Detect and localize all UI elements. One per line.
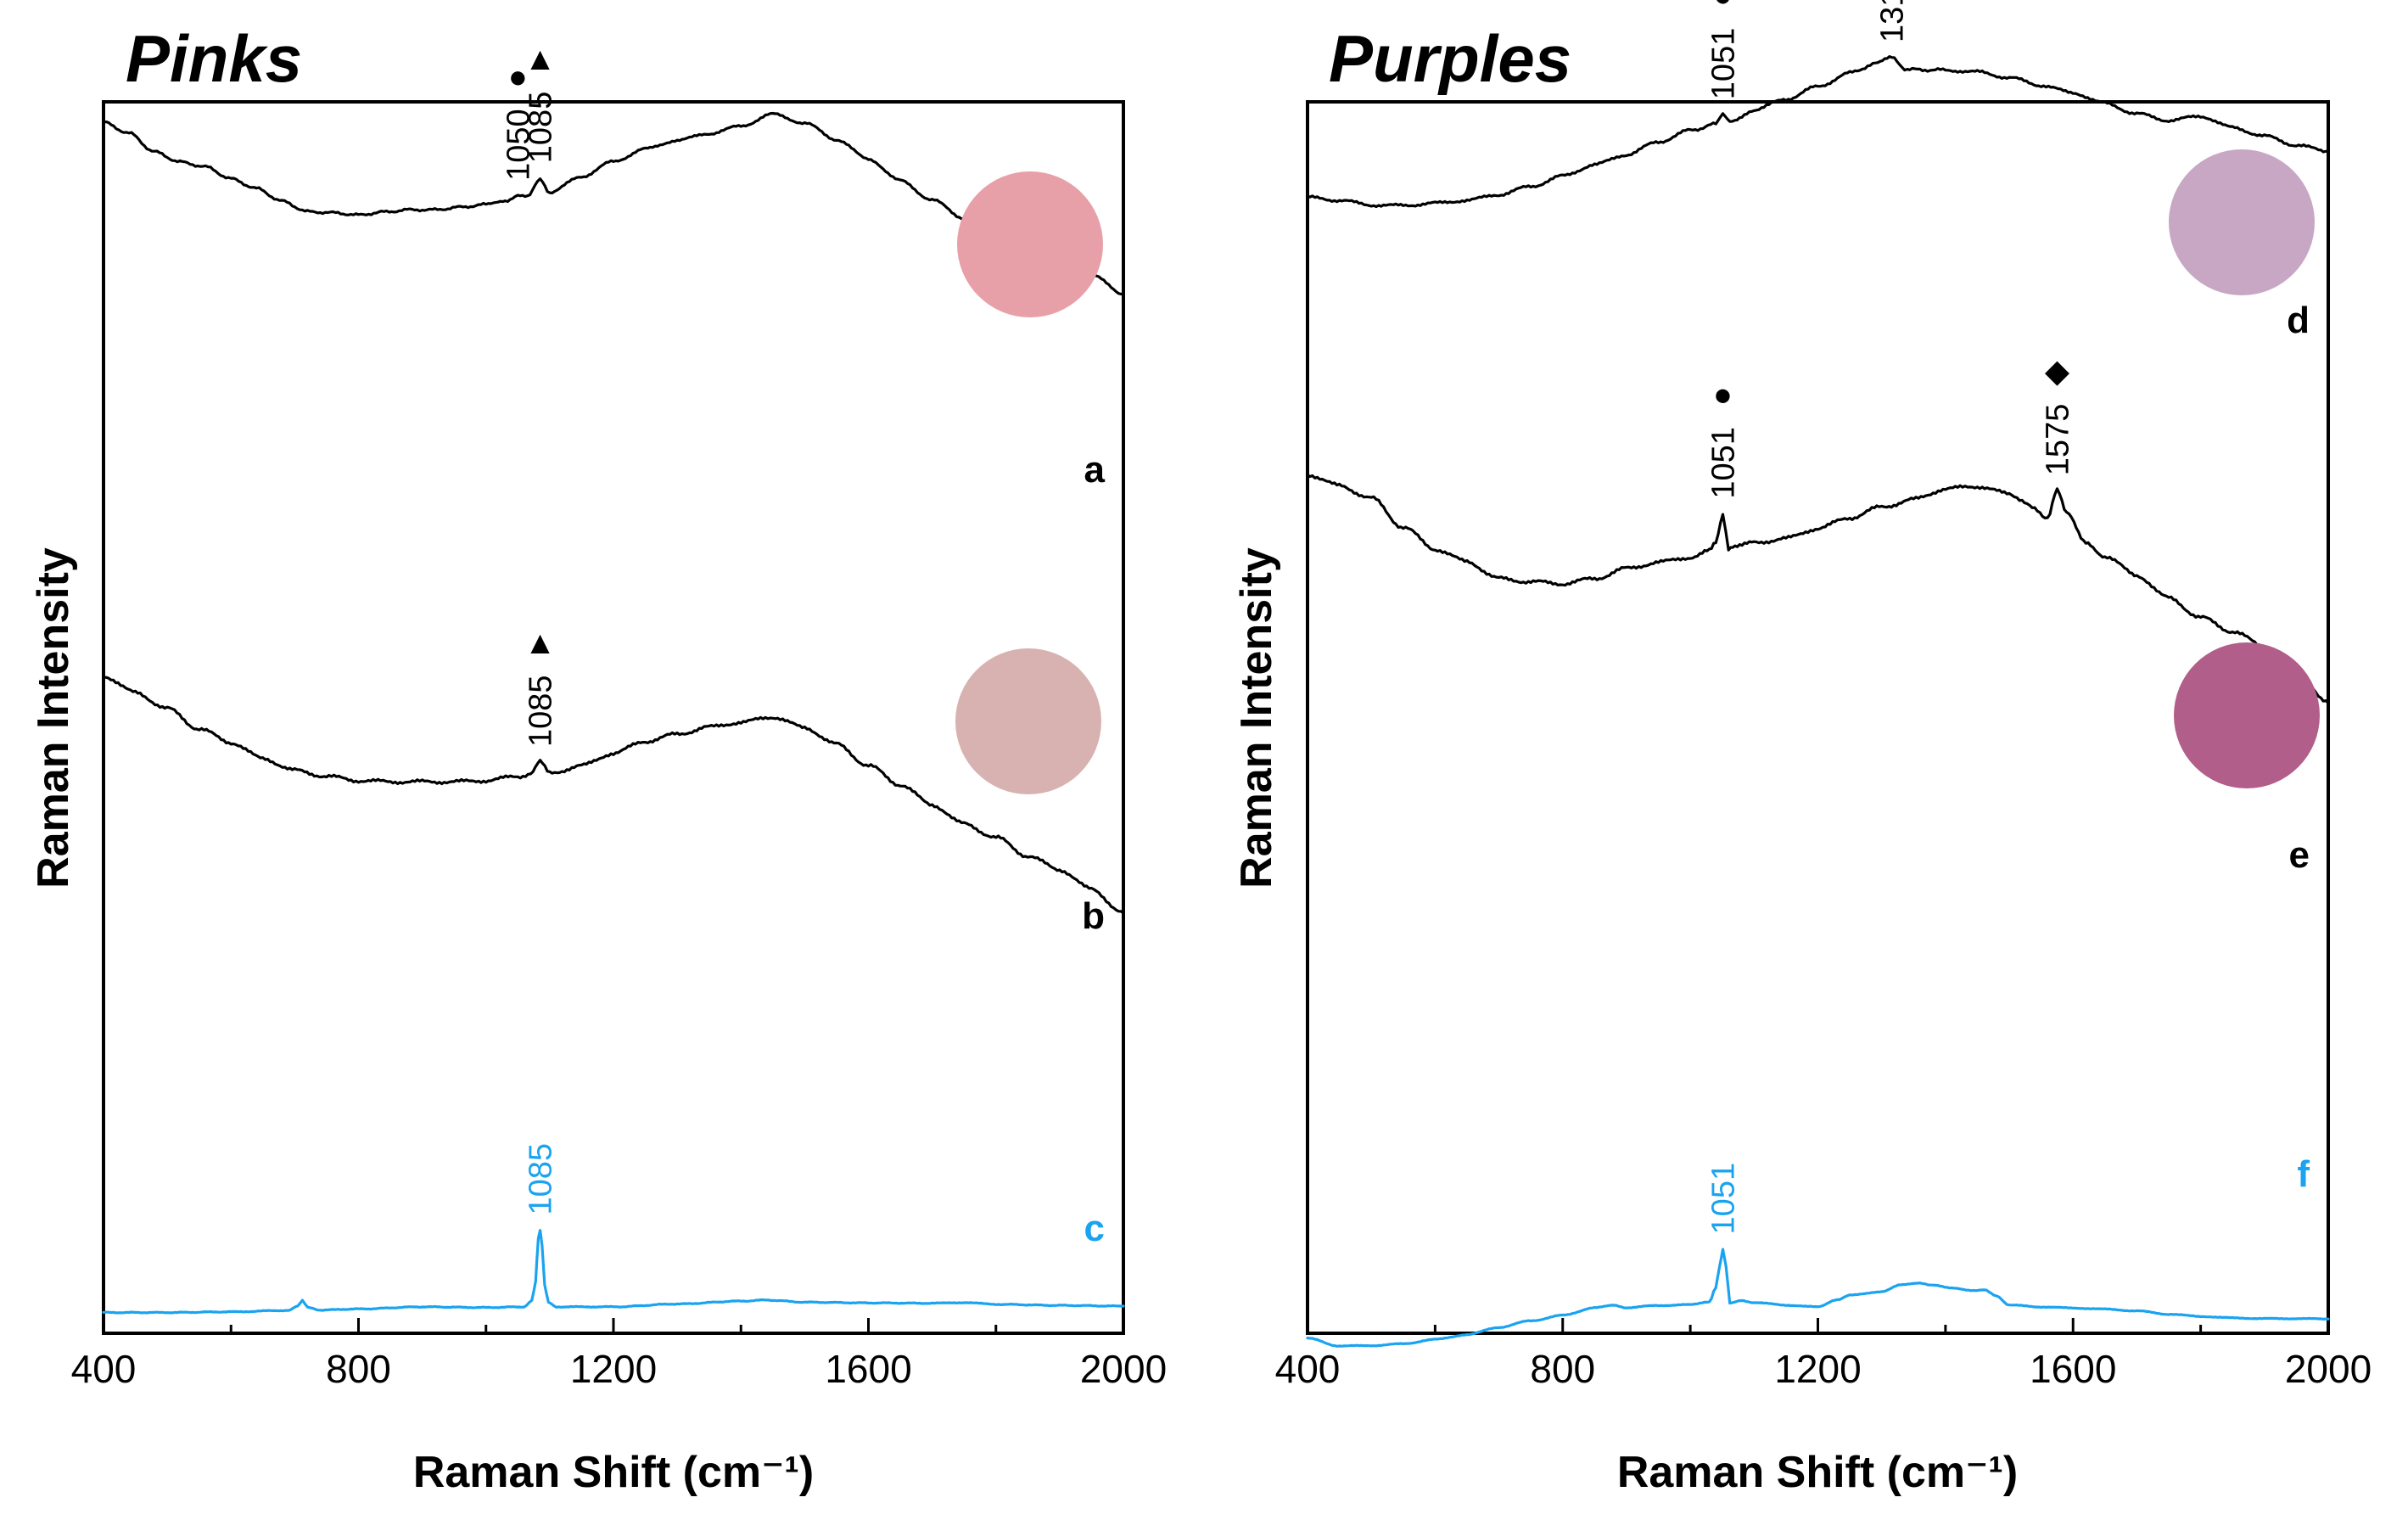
x-tick-label: 1600: [2030, 1347, 2116, 1391]
peak-label-1575: 1575: [2040, 404, 2075, 476]
purples-y-axis-title: Raman Intensity: [1232, 547, 1281, 889]
peak-label-1050: 1050: [501, 109, 536, 181]
peak-label-1316: 1316: [1875, 0, 1911, 42]
series-d-line: [1306, 54, 2330, 209]
x-tick-label: 400: [71, 1347, 137, 1391]
peak-marker-1051: ●: [1713, 378, 1733, 413]
series-f-label: f: [2297, 1153, 2310, 1195]
x-tick-label: 800: [1530, 1347, 1595, 1391]
series-d-label: d: [2287, 300, 2310, 341]
pink-sample-photo-2: [955, 648, 1101, 794]
pink-sample-photo-1: [957, 171, 1103, 317]
purples-panel: Purples 400 800 1200 1600 2000 Raman Shift (…: [1232, 0, 2372, 1497]
peak-marker-1085: ▲: [524, 625, 557, 661]
series-c-label: c: [1084, 1208, 1105, 1249]
peak-marker-1085: ▲: [524, 42, 557, 77]
peak-marker-1575: ◆: [2045, 354, 2070, 390]
peak-label-1085: 1085: [524, 675, 559, 747]
purple-sample-photo-1: [2169, 149, 2315, 295]
series-a-label: a: [1084, 449, 1106, 491]
x-tick-label: 800: [326, 1347, 391, 1391]
series-b-line: [102, 676, 1125, 915]
series-a-line: [102, 111, 1125, 296]
peak-label-1051: 1051: [1705, 28, 1741, 100]
x-tick-label: 1200: [570, 1347, 657, 1391]
series-c-line: [102, 1229, 1125, 1315]
purples-title: Purples: [1329, 21, 1571, 96]
x-tick-label: 400: [1275, 1347, 1341, 1391]
series-f-line: [1306, 1248, 2330, 1348]
peak-marker-1050: ●: [508, 59, 528, 95]
peak-marker-1051: ●: [1713, 0, 1733, 14]
series-b-label: b: [1082, 895, 1105, 937]
x-tick-label: 2000: [1080, 1347, 1167, 1391]
peak-label-1051: 1051: [1705, 427, 1741, 499]
pinks-panel: Pinks 400 800 1200 1600 2000 Raman Shift (cm…: [29, 21, 1167, 1497]
peak-label-1085: 1085: [524, 1143, 559, 1215]
x-tick-label: 1200: [1774, 1347, 1861, 1391]
purples-x-axis-title: Raman Shift (cm⁻¹): [1617, 1448, 2018, 1497]
pinks-y-axis-title: Raman Intensity: [29, 547, 78, 889]
x-tick-label: 2000: [2285, 1347, 2372, 1391]
peak-label-1085: 1085: [524, 92, 559, 164]
series-e-label: e: [2289, 834, 2310, 876]
series-e-line: [1306, 473, 2330, 704]
pinks-x-axis-title: Raman Shift (cm⁻¹): [413, 1448, 814, 1497]
purple-sample-photo-2: [2174, 642, 2320, 788]
pinks-title: Pinks: [126, 21, 302, 96]
peak-label-1051: 1051: [1705, 1163, 1741, 1235]
x-tick-label: 1600: [825, 1347, 911, 1391]
